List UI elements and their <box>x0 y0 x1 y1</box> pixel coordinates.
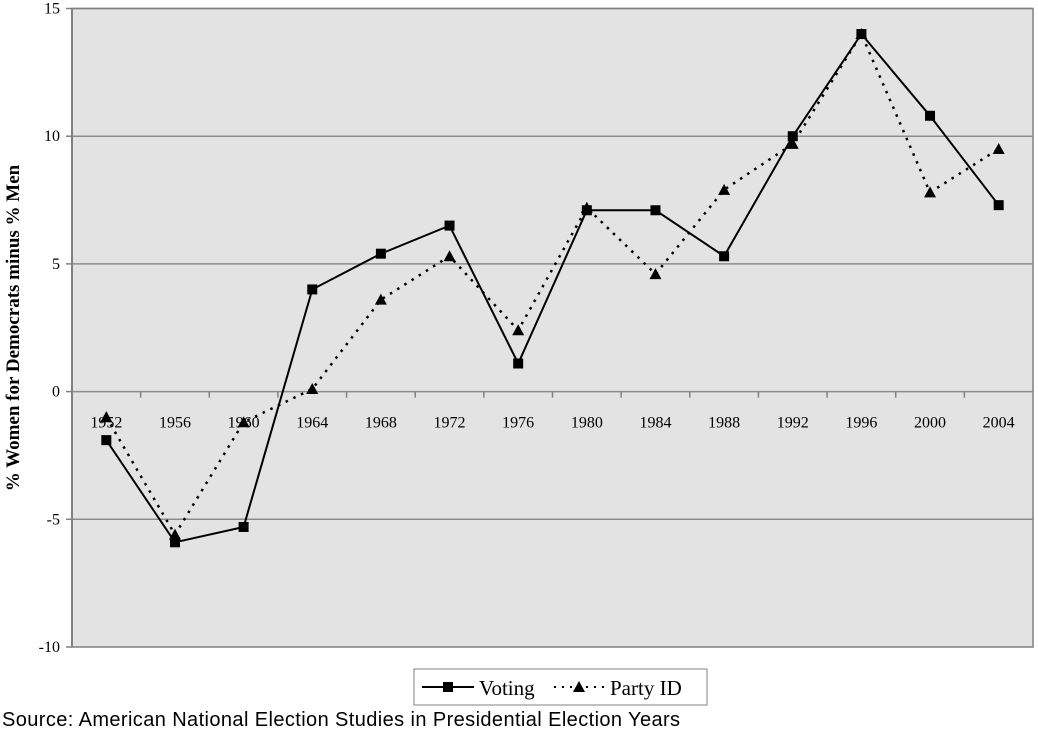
x-tick-label: 1984 <box>639 415 671 432</box>
legend-item-voting: Voting <box>422 676 535 700</box>
square-marker-icon <box>444 220 455 231</box>
series-line <box>105 31 1000 538</box>
x-tick-label: 1996 <box>845 415 877 432</box>
square-marker-icon <box>169 537 180 548</box>
triangle-marker-icon <box>374 293 387 305</box>
legend-item-party-id: Party ID <box>554 676 682 700</box>
legend-label-party-id: Party ID <box>610 676 682 700</box>
square-marker-icon <box>787 131 798 142</box>
triangle-marker-icon <box>649 268 662 280</box>
x-axis: 1952195619601964196819721976198019841988… <box>90 391 1015 432</box>
x-tick-label: 1976 <box>502 415 534 432</box>
triangle-marker-icon <box>580 201 593 213</box>
square-marker-icon <box>993 200 1004 211</box>
triangle-marker-icon <box>306 383 319 395</box>
triangle-marker-icon <box>443 250 456 262</box>
square-marker-icon <box>650 205 661 216</box>
square-marker-icon <box>101 435 112 446</box>
x-tick-label: 1988 <box>708 415 740 432</box>
source-note: Source: American National Election Studi… <box>2 709 681 731</box>
y-axis: 15 10 5 0 -5 -10 <box>39 1 73 656</box>
square-marker-icon <box>443 682 453 692</box>
triangle-marker-icon <box>100 411 113 423</box>
triangle-marker-icon <box>855 28 868 40</box>
square-marker-icon <box>925 110 936 121</box>
legend: Voting Party ID <box>413 668 708 706</box>
y-tick-label: 0 <box>52 384 60 401</box>
legend-label-voting: Voting <box>479 676 535 700</box>
x-tick-label: 1972 <box>434 415 466 432</box>
y-axis-title: % Women for Democrats minus % Men <box>3 164 24 491</box>
y-tick-label: 5 <box>52 256 60 273</box>
x-tick-label: 1968 <box>365 415 397 432</box>
x-tick-label: 1980 <box>571 415 603 432</box>
triangle-marker-icon <box>237 416 250 428</box>
x-tick-label: 1956 <box>159 415 191 432</box>
triangle-marker-icon <box>924 186 937 198</box>
triangle-marker-icon <box>718 183 731 195</box>
plot-background <box>72 8 1033 647</box>
square-marker-icon <box>719 251 730 262</box>
plot-area <box>71 7 1034 648</box>
y-tick-label: 15 <box>44 1 60 18</box>
series-lines <box>100 28 1005 548</box>
triangle-marker-icon <box>573 681 585 692</box>
square-marker-icon <box>513 358 524 369</box>
x-tick-label: 2004 <box>983 415 1015 432</box>
square-marker-icon <box>307 284 318 295</box>
triangle-marker-icon <box>168 528 181 540</box>
y-tick-label: 10 <box>44 128 60 145</box>
y-tick-label: -5 <box>47 511 60 528</box>
x-tick-label: 1992 <box>777 415 809 432</box>
square-marker-icon <box>375 248 386 259</box>
square-marker-icon <box>238 521 249 532</box>
triangle-marker-icon <box>786 137 799 149</box>
triangle-marker-icon <box>992 142 1005 154</box>
x-tick-label: 1952 <box>90 415 122 432</box>
x-tick-label: 1964 <box>296 415 328 432</box>
series-party-id <box>100 28 1005 540</box>
triangle-marker-icon <box>512 324 525 336</box>
x-tick-label: 2000 <box>914 415 946 432</box>
y-tick-label: -10 <box>39 639 60 656</box>
